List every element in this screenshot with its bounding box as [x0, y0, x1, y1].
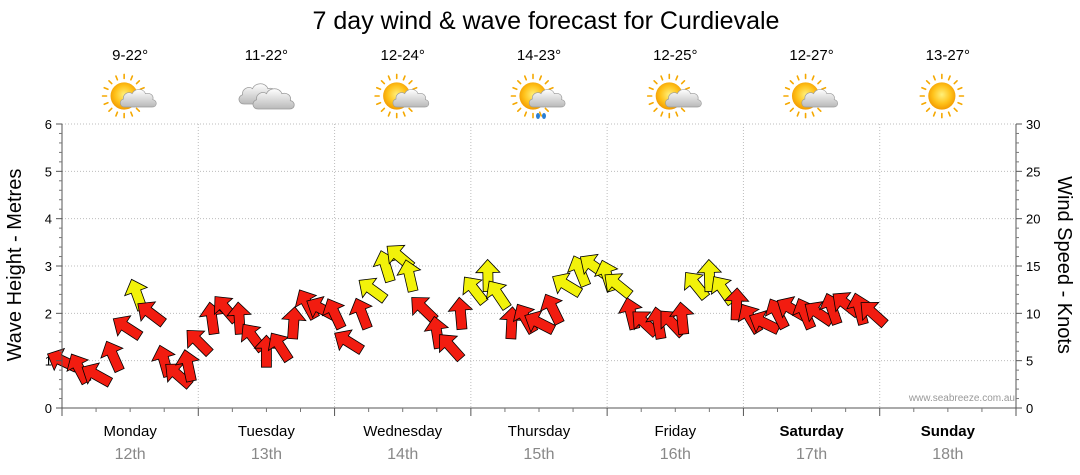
partly-cloudy-icon	[374, 73, 430, 119]
day-date-label: 18th	[932, 446, 963, 463]
wind-arrow	[485, 280, 512, 312]
wind-arrow	[186, 329, 214, 358]
chart-grid	[62, 123, 1016, 408]
day-name-label: Tuesday	[238, 423, 295, 440]
day-temperature: 9-22°	[112, 47, 148, 64]
day-temperature: 11-22°	[245, 47, 288, 64]
wind-arrow	[112, 315, 144, 341]
chart-axes	[61, 124, 1017, 416]
raindrop-icon	[542, 113, 546, 119]
wind-arrow	[334, 329, 365, 355]
raindrop-icon	[536, 113, 540, 119]
right-axis-ticks: 0 5 10 15 20 25 30	[1016, 117, 1040, 416]
right-tick-label: 25	[1026, 164, 1040, 179]
day-date-label: 13th	[251, 446, 282, 463]
partly-cloudy-showers-icon	[510, 73, 566, 119]
cloudy-icon	[238, 83, 295, 110]
wind-arrow	[668, 301, 695, 335]
right-tick-label: 30	[1026, 117, 1040, 132]
wind-arrow	[174, 349, 201, 383]
wind-arrow	[267, 332, 294, 364]
right-tick-label: 10	[1026, 306, 1040, 321]
partly-cloudy-icon	[783, 73, 839, 119]
day-date-label: 15th	[523, 446, 554, 463]
day-temperature: 13-27°	[926, 47, 970, 64]
left-axis-ticks: 0 1 2 3 4 5 6	[45, 117, 62, 416]
left-tick-label: 3	[45, 259, 52, 274]
wind-arrow	[439, 334, 466, 363]
wind-arrow	[860, 301, 889, 329]
wind-arrow	[358, 277, 389, 304]
day-date-label: 12th	[115, 446, 146, 463]
left-tick-label: 5	[45, 164, 52, 179]
wind-arrow	[321, 298, 347, 331]
chart-title: 7 day wind & wave forecast for Curdieval…	[313, 7, 780, 35]
day-temperature: 12-27°	[789, 47, 833, 64]
day-labels: Monday 12th Tuesday 13th Wednesday 14th Thursd…	[103, 423, 975, 463]
wind-arrow	[411, 297, 439, 324]
wind-arrow-layer	[46, 244, 889, 390]
wind-arrow	[552, 272, 584, 298]
day-name-label: Sunday	[921, 423, 976, 440]
day-name-label: Wednesday	[363, 423, 442, 440]
left-tick-label: 6	[45, 117, 52, 132]
wind-arrow	[604, 273, 634, 300]
right-tick-label: 15	[1026, 259, 1040, 274]
left-tick-label: 1	[45, 354, 52, 369]
left-tick-label: 2	[45, 306, 52, 321]
left-tick-label: 4	[45, 212, 52, 227]
left-axis-title: Wave Height - Metres	[4, 169, 26, 362]
wind-arrow	[348, 297, 373, 331]
weather-icon-row	[101, 73, 965, 119]
right-tick-label: 20	[1026, 212, 1040, 227]
wind-arrow	[100, 340, 125, 374]
left-tick-label: 0	[45, 401, 52, 416]
wind-arrow	[280, 306, 307, 340]
day-date-label: 16th	[660, 446, 691, 463]
right-tick-label: 0	[1026, 401, 1033, 416]
day-date-label: 14th	[387, 446, 418, 463]
credit-label: www.seabreeze.com.au	[908, 393, 1015, 404]
wind-arrow	[81, 362, 114, 388]
right-tick-label: 5	[1026, 354, 1033, 369]
day-date-label: 17th	[796, 446, 827, 463]
sunny-icon	[919, 73, 965, 119]
wind-arrow	[396, 259, 422, 293]
wind-arrow	[539, 293, 565, 326]
wind-arrow	[447, 296, 474, 331]
day-temperature: 12-25°	[653, 47, 697, 64]
day-name-label: Thursday	[508, 423, 571, 440]
wind-arrow	[524, 310, 557, 336]
wind-arrow	[462, 276, 489, 306]
partly-cloudy-icon	[101, 73, 157, 119]
right-axis-title: Wind Speed - Knots	[1053, 176, 1075, 354]
day-name-label: Saturday	[779, 423, 844, 440]
day-temperature: 12-24°	[381, 47, 425, 64]
wind-arrow	[137, 301, 167, 328]
day-name-label: Monday	[103, 423, 157, 440]
day-temperature: 14-23°	[517, 47, 561, 64]
temperature-row: 9-22° 11-22° 12-24° 14-23° 12-25° 12-27° 13-27…	[112, 47, 970, 64]
partly-cloudy-icon	[646, 73, 702, 119]
day-name-label: Friday	[654, 423, 696, 440]
